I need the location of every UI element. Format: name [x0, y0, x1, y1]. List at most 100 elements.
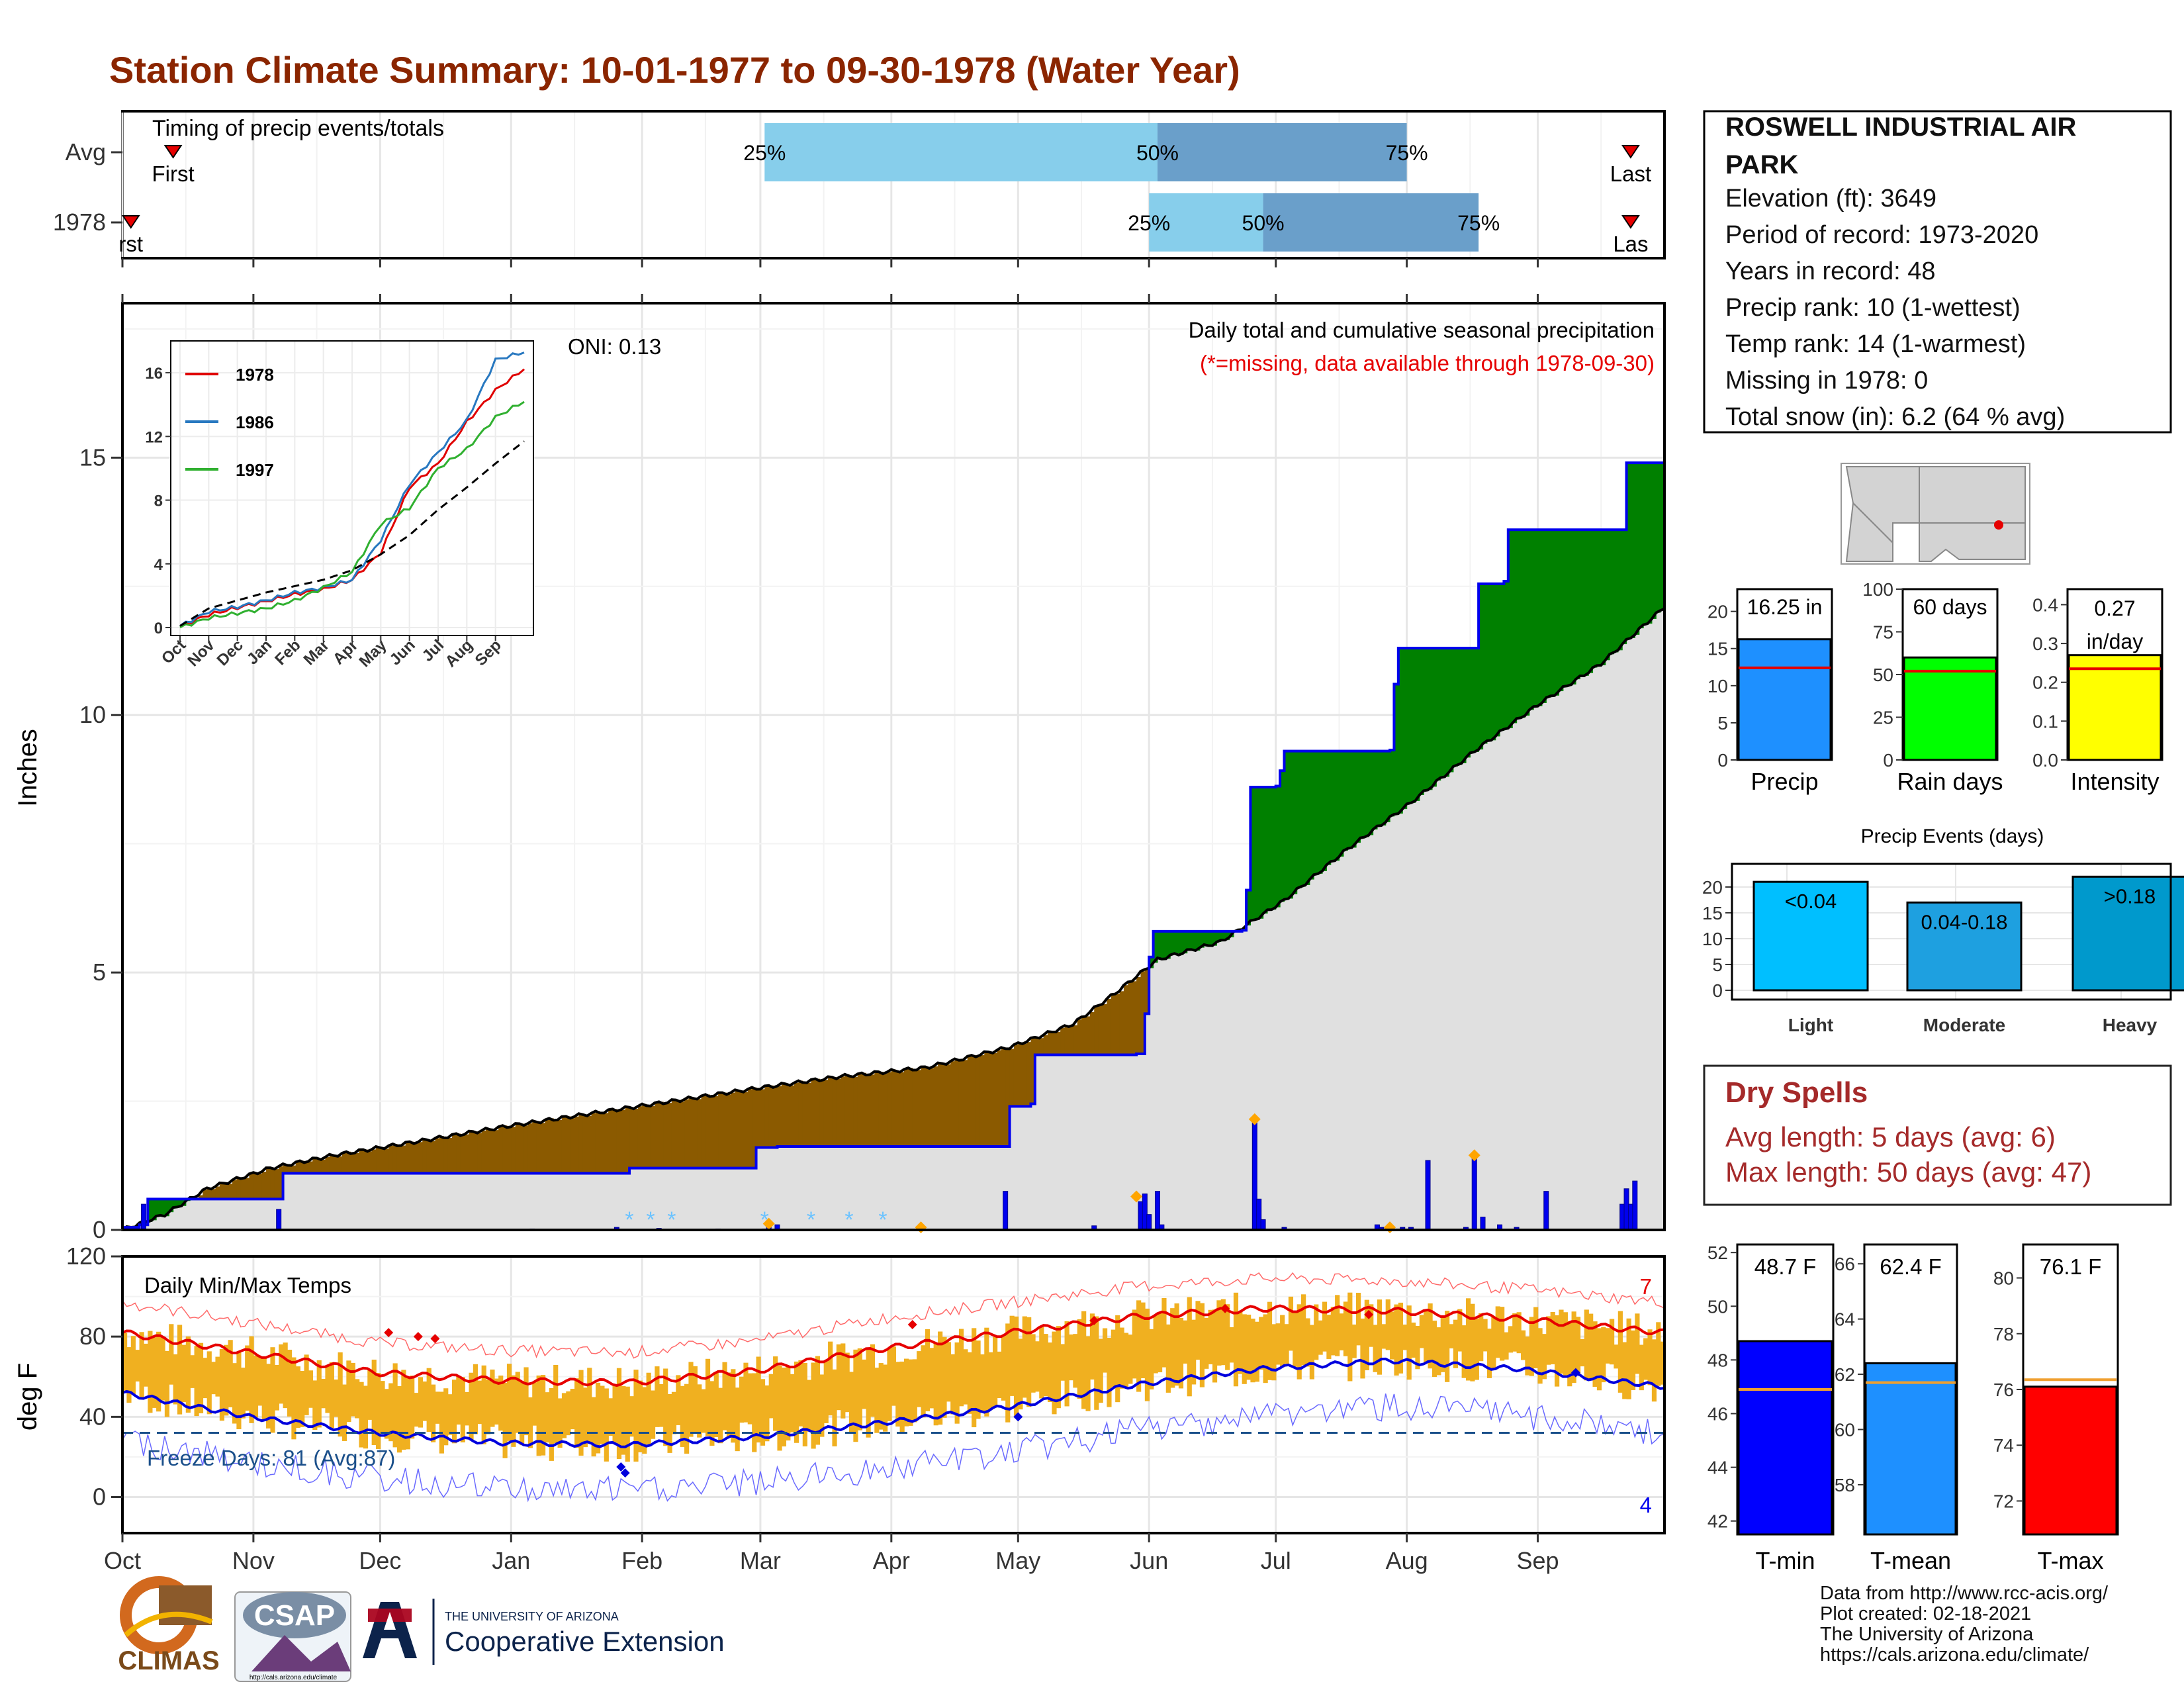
surplus-fill [1563, 530, 1568, 687]
legend-1986: 1986 [236, 412, 274, 432]
events-bar-label: 0.04-0.18 [1921, 910, 2008, 933]
daily-temp-bar [1406, 1305, 1412, 1380]
precip-missing-note: (*=missing, data available through 1978-… [1200, 351, 1655, 375]
daily-temp-bar [870, 1344, 876, 1417]
surplus-fill [1284, 751, 1289, 900]
summary-bar-tick-label: 0.0 [2032, 750, 2058, 771]
daily-temp-bar [1500, 1307, 1505, 1361]
timing-row-1978: 1978 [53, 209, 106, 236]
daily-temp-bar [967, 1352, 972, 1414]
daily-temp-bar [469, 1372, 474, 1440]
daily-temp-bar [173, 1354, 178, 1405]
snow-marker: * [844, 1207, 853, 1233]
daily-temp-bar [511, 1375, 516, 1447]
daily-temp-bar [1314, 1304, 1319, 1360]
deficit-fill [291, 1165, 296, 1174]
daily-temp-bar [1580, 1338, 1585, 1367]
daily-precip-bar [1260, 1219, 1266, 1231]
y1978-last-label: Las [1613, 232, 1648, 256]
daily-temp-bar [600, 1385, 605, 1444]
deficit-fill [1107, 998, 1112, 1055]
surplus-fill [1508, 530, 1513, 729]
deficit-fill [578, 1113, 584, 1174]
daily-temp-bar [912, 1359, 917, 1423]
deficit-fill [917, 1070, 922, 1147]
summary-bar-tick-label: 0.3 [2032, 633, 2058, 654]
daily-precip-bar [1425, 1160, 1431, 1231]
daily-temp-bar [1034, 1341, 1040, 1392]
deficit-fill [359, 1149, 364, 1174]
deficit-fill [545, 1119, 550, 1174]
summary-bars: 0 5 10 15 20 16.25 in Precip 0 25 50 75 100 60 days R… [1707, 579, 2163, 795]
daily-temp-bar [435, 1391, 440, 1424]
daily-temp-bar [832, 1369, 837, 1446]
deficit-fill [283, 1164, 288, 1174]
daily-temp-bar [1322, 1301, 1328, 1352]
daily-temp-bar [1512, 1313, 1518, 1352]
month-tick-label: Mar [740, 1547, 781, 1574]
surplus-fill [1267, 787, 1272, 910]
deficit-fill [874, 1071, 880, 1147]
daily-temp-bar [1271, 1324, 1277, 1381]
daily-temp-bar [887, 1348, 892, 1421]
surplus-fill [1309, 751, 1314, 880]
daily-temp-bar [439, 1391, 444, 1454]
deficit-fill [447, 1137, 453, 1174]
daily-temp-bar [561, 1393, 567, 1438]
daily-temp-bar [908, 1359, 913, 1426]
deficit-fill [376, 1147, 381, 1174]
daily-temp-bar [1208, 1309, 1213, 1364]
daily-temp-bar [431, 1384, 436, 1442]
daily-temp-bar [338, 1352, 343, 1437]
y1978-first-label: rst [118, 232, 143, 256]
surplus-fill [1263, 787, 1268, 914]
daily-temp-bar [878, 1363, 884, 1430]
daily-temp-bar [802, 1362, 807, 1447]
surplus-fill [1301, 751, 1306, 887]
daily-temp-bar [245, 1345, 250, 1411]
deficit-fill [350, 1153, 355, 1174]
daily-temp-bar [325, 1366, 330, 1413]
deficit-fill [371, 1149, 377, 1174]
deficit-fill [203, 1190, 208, 1199]
daily-temp-bar [760, 1379, 766, 1446]
surplus-fill [1486, 583, 1492, 741]
daily-temp-bar [731, 1369, 736, 1443]
deficit-fill [604, 1113, 609, 1174]
station-temp-rank: Temp rank: 14 (1-warmest) [1725, 330, 2026, 358]
surplus-fill [1453, 648, 1458, 767]
deficit-fill [367, 1151, 373, 1174]
inset-lines [179, 352, 525, 629]
deficit-fill [1068, 1026, 1073, 1055]
daily-temp-bar [1402, 1324, 1408, 1350]
daily-temp-bar [1394, 1304, 1399, 1376]
deficit-fill [697, 1099, 702, 1168]
daily-temp-bar [1351, 1324, 1357, 1358]
daily-temp-bar [781, 1368, 787, 1447]
daily-temp-bar [768, 1374, 774, 1419]
surplus-fill [1369, 751, 1374, 835]
deficit-fill [747, 1089, 752, 1168]
daily-temp-bar [401, 1370, 406, 1450]
daily-temp-bar [823, 1361, 829, 1424]
temp-summary-fill [1737, 1340, 1833, 1536]
surplus-fill [1322, 751, 1327, 871]
deficit-fill [219, 1182, 224, 1199]
deficit-fill [701, 1096, 706, 1168]
daily-temp-bar [185, 1336, 191, 1413]
deficit-fill [786, 1084, 791, 1147]
daily-temp-bar [126, 1347, 132, 1403]
surplus-fill [1470, 648, 1475, 753]
summary-bar-precip: 0 5 10 15 20 16.25 in Precip [1707, 588, 1833, 795]
deficit-fill [790, 1085, 795, 1147]
surplus-fill [1394, 684, 1399, 815]
deficit-fill [279, 1166, 284, 1199]
daily-temp-bar [135, 1350, 140, 1382]
daily-temp-bar [954, 1342, 960, 1424]
daily-temp-bar [498, 1376, 504, 1431]
temp-y-tick-label: 0 [93, 1483, 106, 1510]
surplus-fill [169, 1199, 174, 1213]
daily-temp-bar [578, 1370, 584, 1456]
deficit-fill [807, 1082, 812, 1147]
